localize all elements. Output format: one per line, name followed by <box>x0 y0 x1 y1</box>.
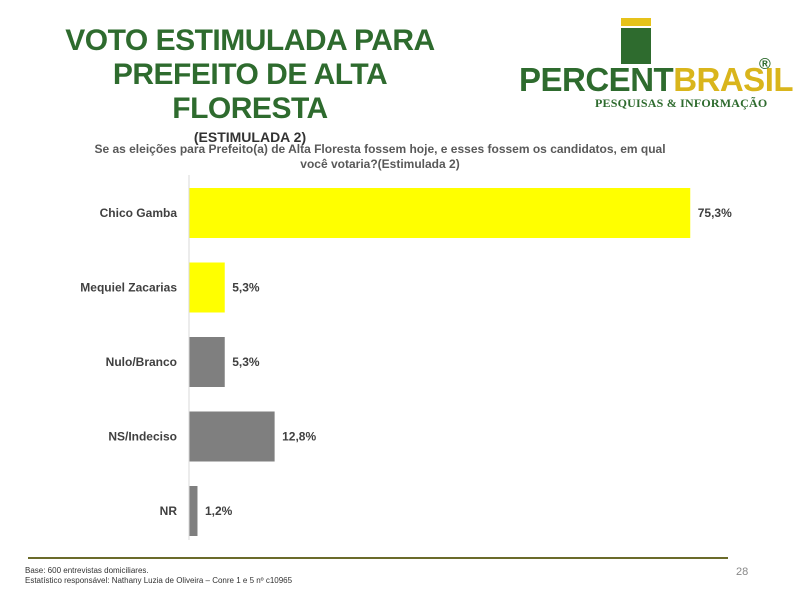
title-block: VOTO ESTIMULADA PARA PREFEITO DE ALTA FL… <box>40 24 460 146</box>
data-label-4: 1,2% <box>205 504 233 518</box>
chart-question: Se as eleições para Prefeito(a) de Alta … <box>80 142 680 172</box>
bar-4 <box>189 486 198 536</box>
footer-statistician: Estatístico responsável: Nathany Luzia d… <box>25 576 293 585</box>
question-line-1: Se as eleições para Prefeito(a) de Alta … <box>94 142 666 156</box>
logo-tagline: PESQUISAS & INFORMAÇÃO <box>595 96 768 110</box>
category-label-0: Chico Gamba <box>100 206 178 220</box>
logo-registered-mark: ® <box>759 56 771 73</box>
bar-chart: Chico Gamba 75,3% Mequiel Zacarias 5,3% Nulo… <box>80 175 732 540</box>
category-label-2: Nulo/Branco <box>106 355 177 369</box>
logo-wordmark: PERCENTBRASIL <box>519 61 794 98</box>
logo-text-percent: PERCENT <box>519 61 674 98</box>
page-subtitle: (ESTIMULADA 2) <box>193 129 307 145</box>
page-title-line-2: PREFEITO DE ALTA FLORESTA <box>112 58 388 125</box>
category-label-1: Mequiel Zacarias <box>80 281 177 295</box>
logo-text-brasil: BRASIL <box>673 61 794 98</box>
footer-divider <box>28 557 728 559</box>
footer-base: Base: 600 entrevistas domiciliares. <box>25 566 149 575</box>
bar-3 <box>189 411 275 462</box>
data-label-3: 12,8% <box>282 430 316 444</box>
data-label-0: 75,3% <box>698 206 732 220</box>
bar-2 <box>189 337 225 387</box>
data-label-1: 5,3% <box>232 281 260 295</box>
category-label-3: NS/Indeciso <box>108 430 177 444</box>
bar-1 <box>189 262 225 313</box>
page-number: 28 <box>736 566 749 578</box>
data-label-2: 5,3% <box>232 355 260 369</box>
question-line-2: você votaria?(Estimulada 2) <box>300 157 460 171</box>
percentbrasil-logo: PERCENTBRASIL ® PESQUISAS & INFORMAÇÃO <box>515 18 794 118</box>
bar-0 <box>189 188 691 238</box>
logo-flag-icon <box>615 18 657 66</box>
page-title-line-1: VOTO ESTIMULADA PARA <box>65 24 435 57</box>
category-label-4: NR <box>160 504 178 518</box>
footer-note: Base: 600 entrevistas domiciliares. Esta… <box>25 566 292 586</box>
